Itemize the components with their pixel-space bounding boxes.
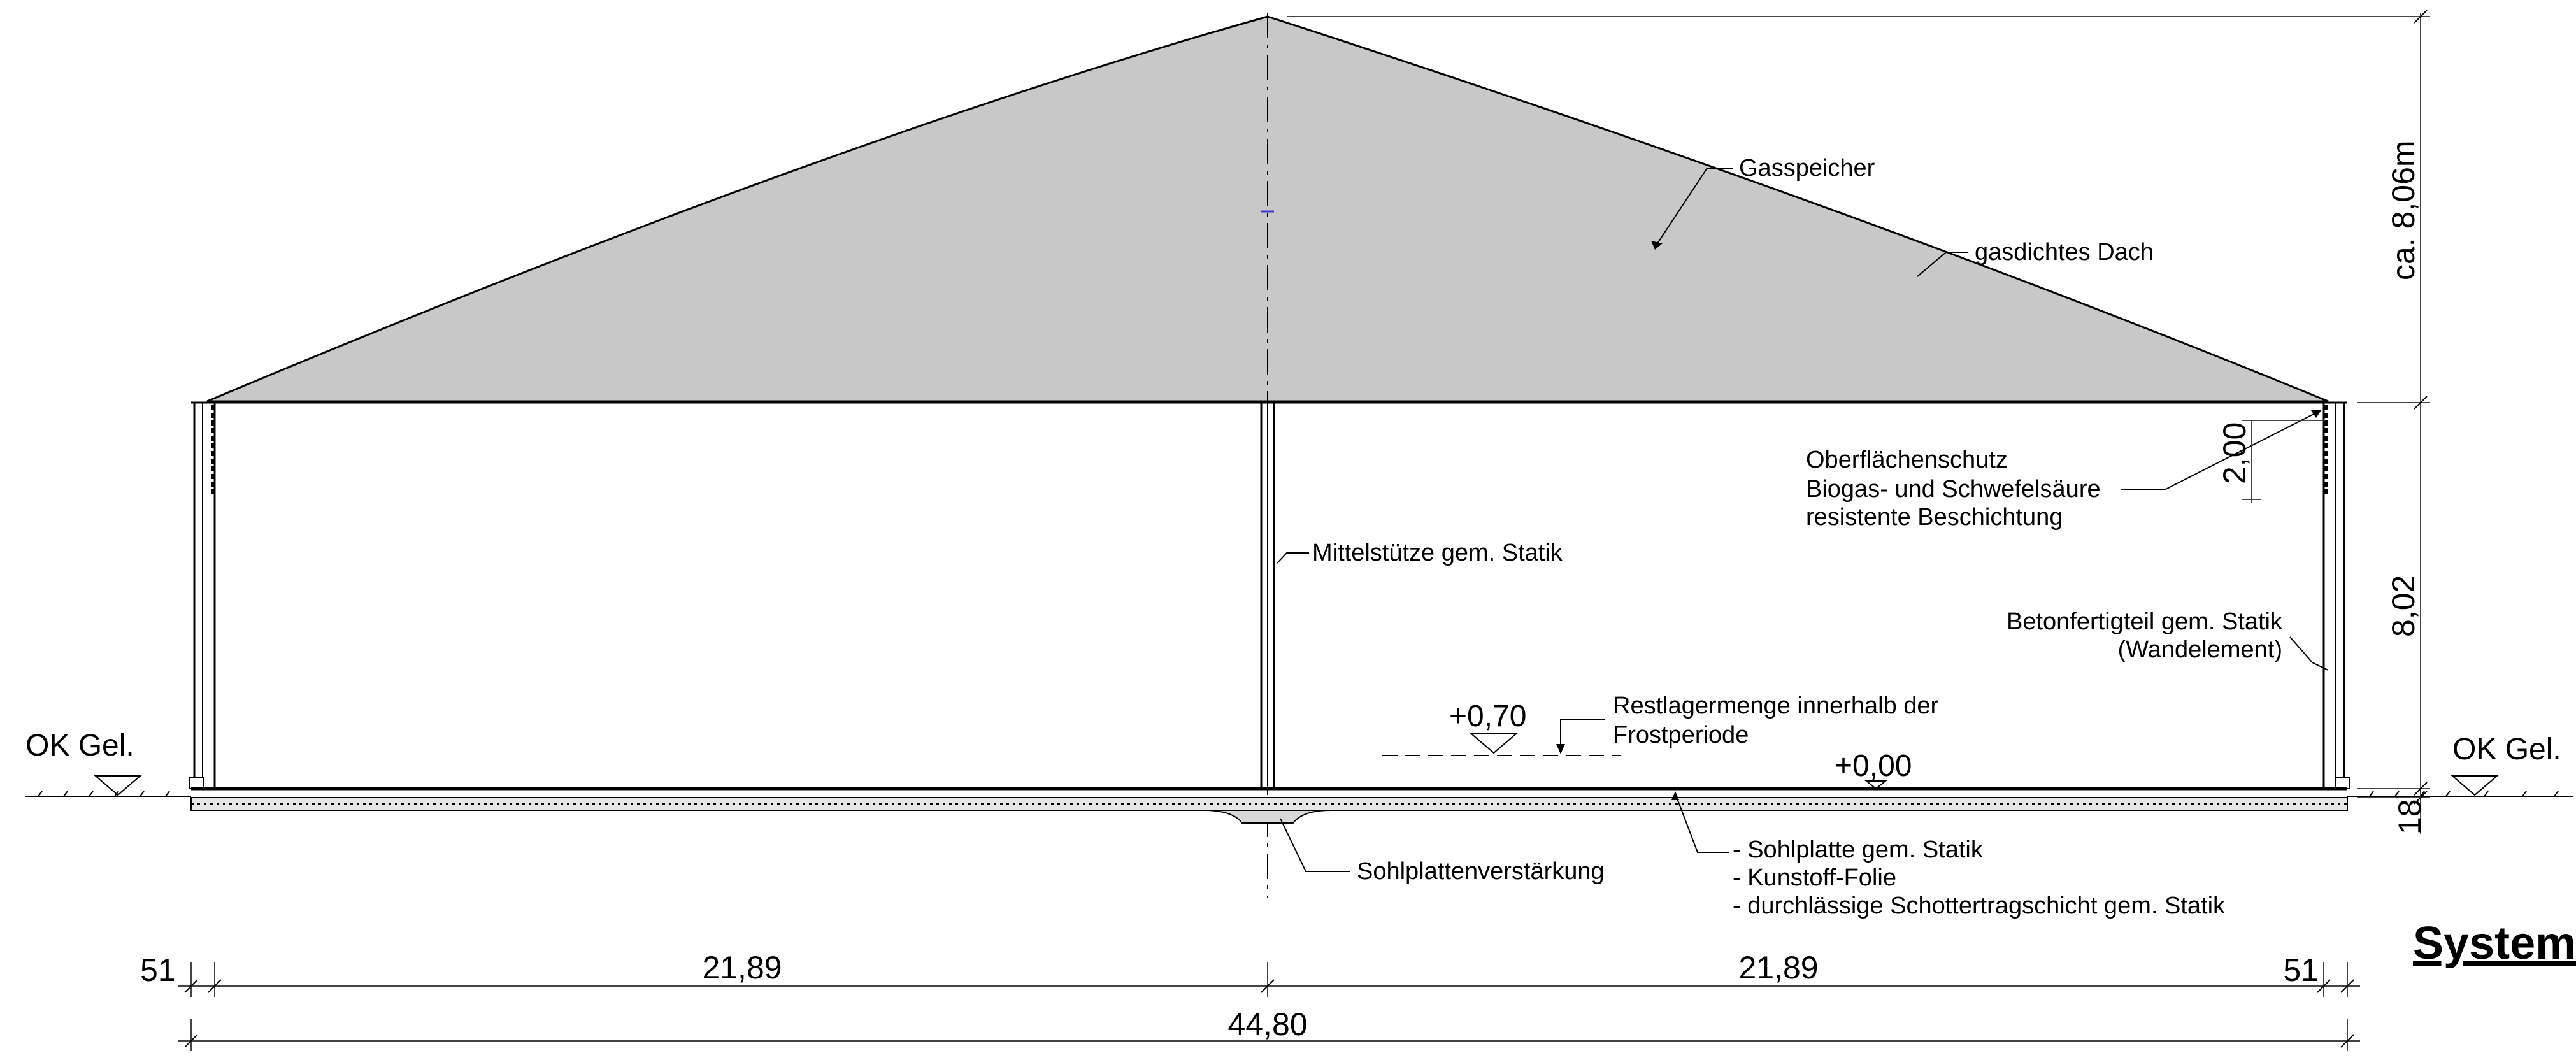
left-span-dim: 21,89: [702, 950, 782, 985]
layer-label-3: - durchlässige Schottertragschicht gem. …: [1733, 892, 2226, 919]
restlager-label-2: Frostperiode: [1613, 722, 1749, 748]
layer-label-1: - Sohlplatte gem. Statik: [1733, 836, 1984, 863]
betonfertigteil-label-1: Betonfertigteil gem. Statik: [2007, 608, 2283, 635]
horizontal-dimension-chain: [178, 962, 2360, 997]
total-dimension-chain: [178, 1019, 2360, 1051]
total-width-dim: 44,80: [1227, 1006, 1307, 1042]
right-span-dim: 21,89: [1738, 950, 1818, 985]
restlager-label-1: Restlagermenge innerhalb der: [1613, 692, 1939, 719]
sohlverstaerkung-leader: [1280, 818, 1350, 872]
layers-leader: [1675, 793, 1729, 853]
betonfertigteil-label-2: (Wandelement): [2118, 636, 2282, 663]
level-070-label: +0,70: [1449, 699, 1526, 733]
dach-label: gasdichtes Dach: [1975, 239, 2154, 266]
vertical-dimension-chain: [1287, 10, 2430, 834]
roof-height-dim: ca. 8,06m: [2386, 140, 2421, 280]
gasspeicher-leader: [1656, 168, 1733, 246]
sohlverstaerkung-label: Sohlplattenverstärkung: [1357, 858, 1605, 885]
coating-height-dim: 2,00: [2217, 422, 2252, 484]
mittelstuetze-leader: [1277, 552, 1309, 564]
wall-height-dim: 8,02: [2386, 575, 2421, 637]
oberflaechen-label-2: Biogas- und Schwefelsäure: [1806, 476, 2101, 503]
oberflaechen-label-3: resistente Beschichtung: [1806, 504, 2063, 531]
ok-gel-right-marker: [2451, 775, 2499, 796]
layer-label-2: - Kunstoff-Folie: [1733, 864, 1896, 891]
ok-gel-left-label: OK Gel.: [25, 729, 134, 763]
gasspeicher-label: Gasspeicher: [1739, 155, 1875, 182]
section-title: System: [2413, 918, 2576, 969]
mittelstuetze-label: Mittelstütze gem. Statik: [1312, 540, 1563, 566]
left-wall: [189, 401, 216, 790]
left-wall-dim: 51: [140, 952, 176, 988]
ok-gel-left-marker: [94, 775, 142, 796]
floor-slab: [190, 787, 2348, 824]
ground-line: [25, 791, 2573, 797]
oberflaechen-label-1: Oberflächenschutz: [1806, 447, 2008, 473]
right-wall-dim: 51: [2283, 952, 2319, 988]
restlager-leader: [1560, 719, 1605, 752]
level-000-label: +0,00: [1835, 749, 1912, 783]
slab-thickening: [1203, 810, 1332, 824]
dach-leader: [1917, 252, 1968, 277]
oberflaechen-leader: [2121, 411, 2319, 490]
ok-gel-right-label: OK Gel.: [2452, 733, 2561, 766]
right-wall: [2322, 401, 2350, 790]
level-070-marker: [1470, 733, 1518, 754]
slab-thickness-dim: 18: [2392, 799, 2428, 834]
betonfertigteil-leader: [2289, 636, 2329, 671]
level-000-marker: [1864, 780, 1887, 790]
